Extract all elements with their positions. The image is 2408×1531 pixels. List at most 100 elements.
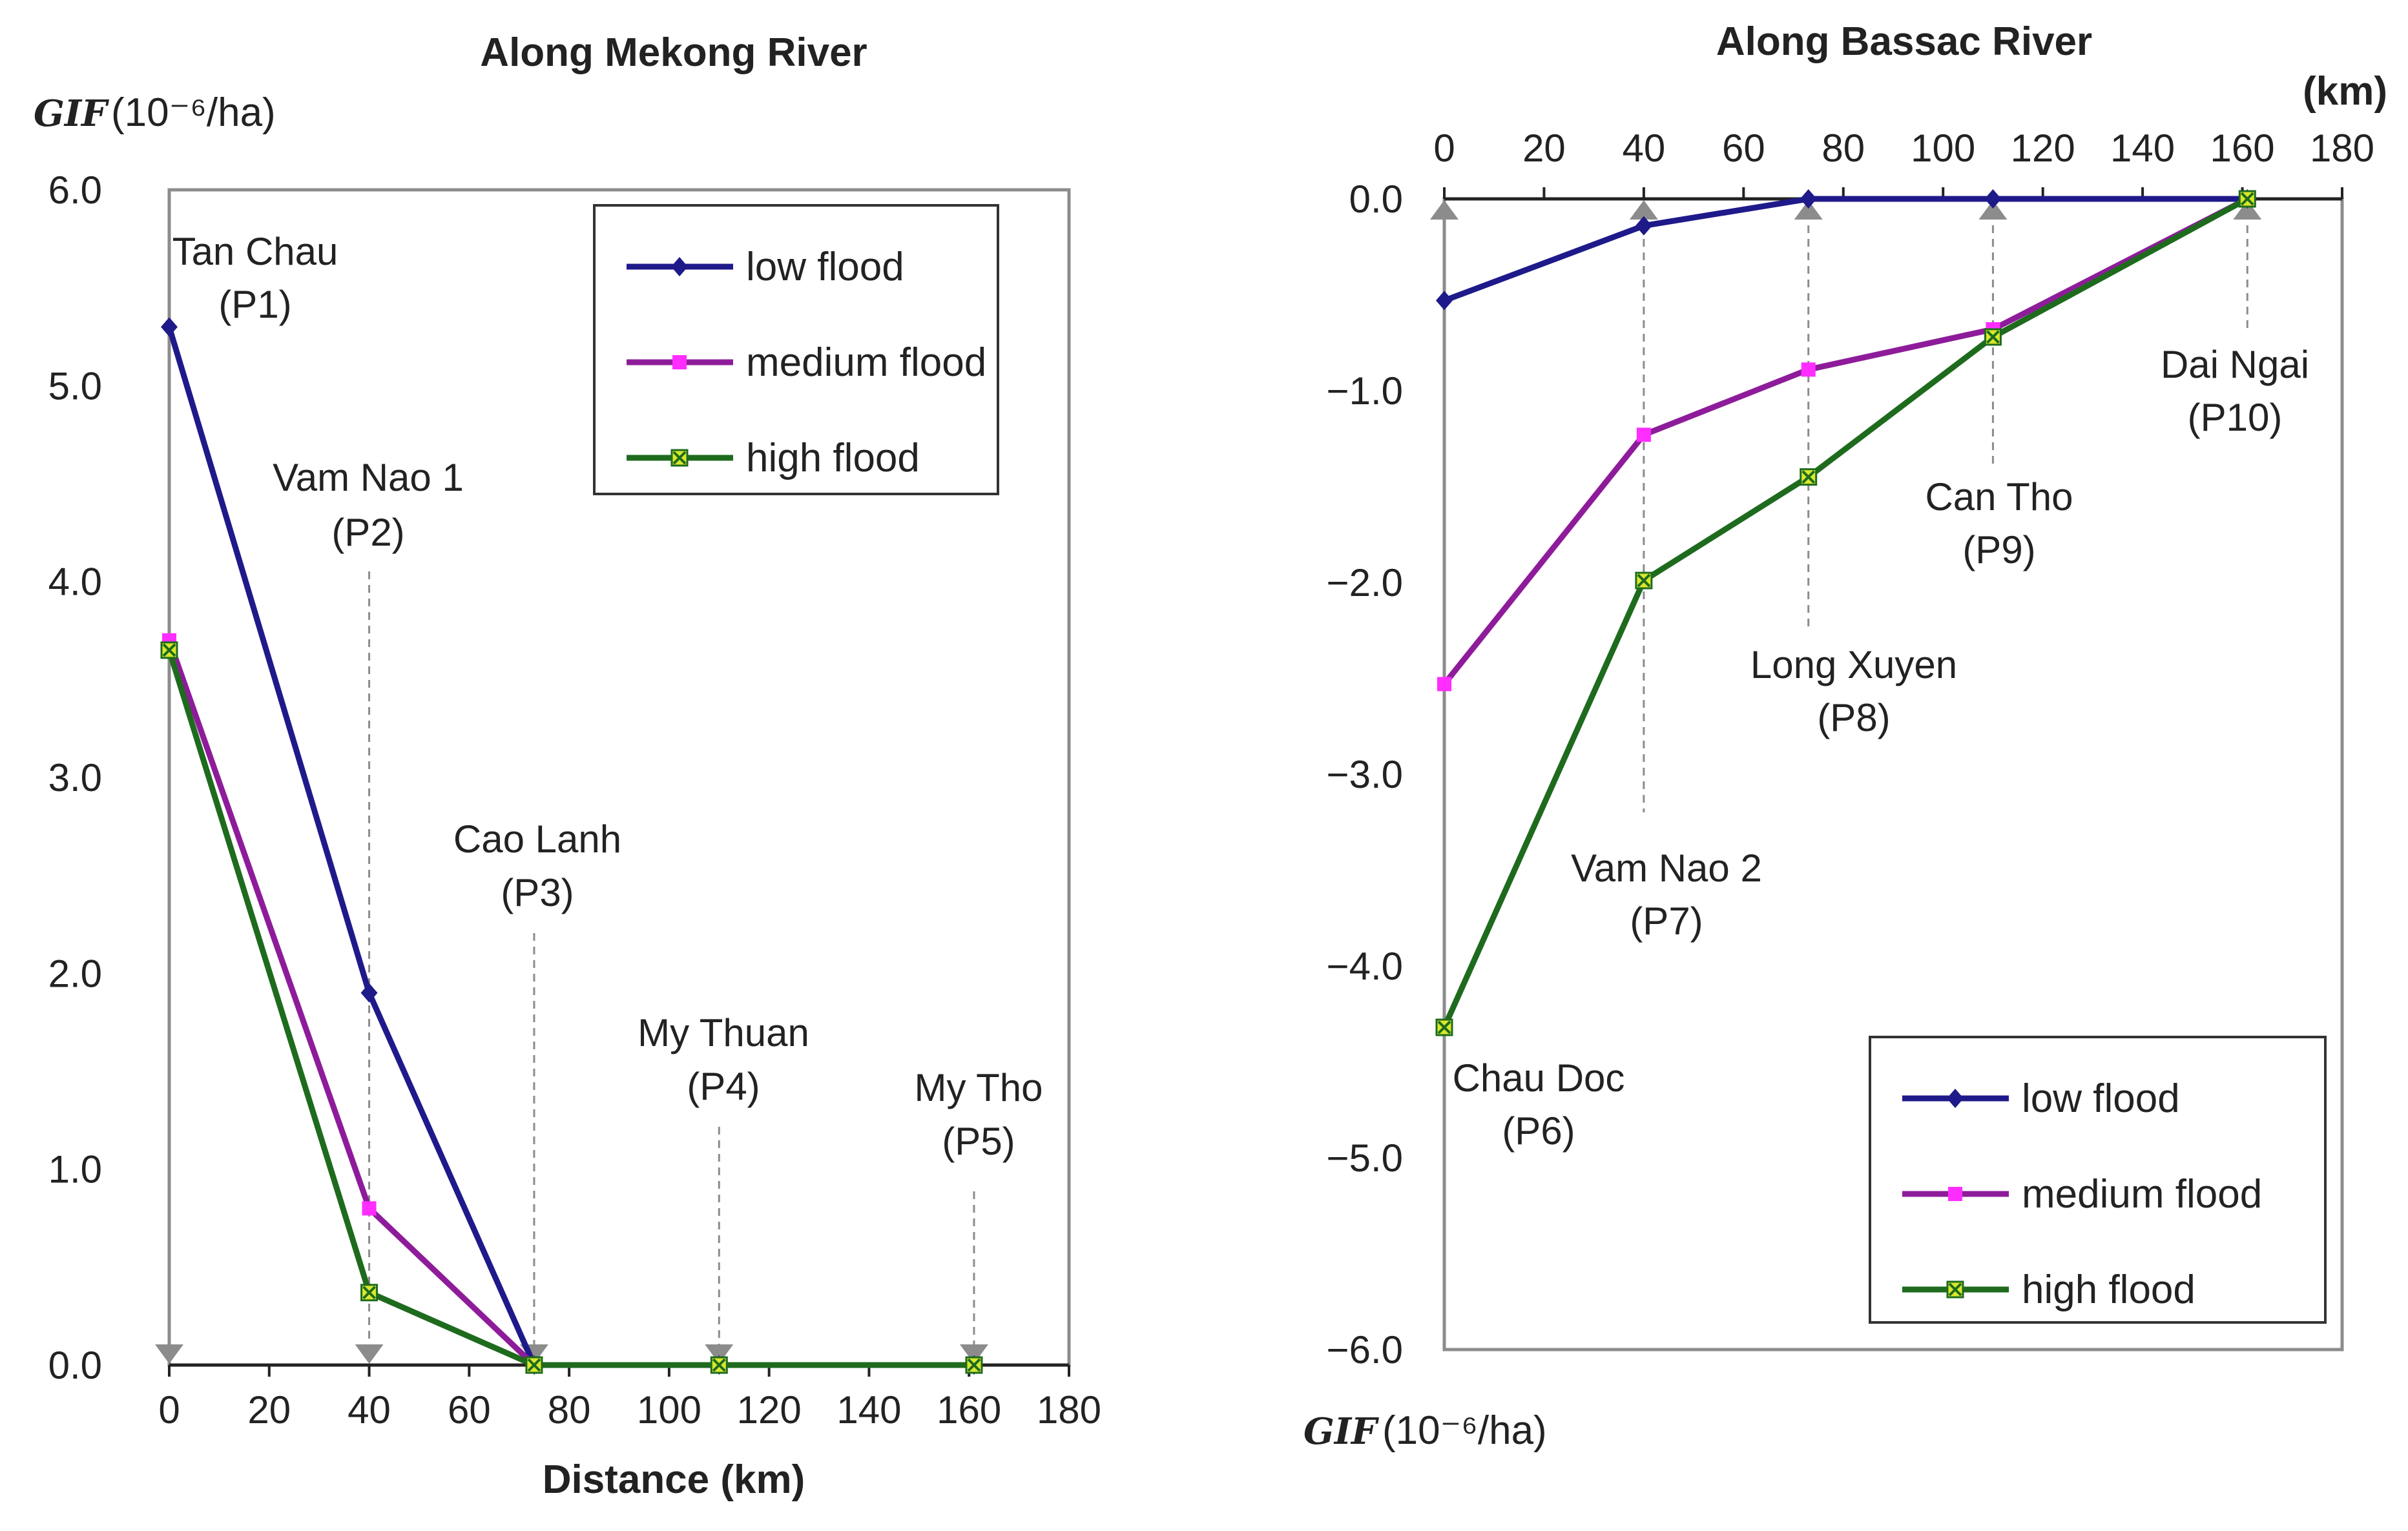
series-line-1	[1442, 196, 2249, 686]
data-point-2-cross	[2240, 192, 2254, 206]
x-tick-label: 60	[448, 1388, 491, 1432]
x-axis-label: (km)	[2303, 69, 2387, 114]
data-point-2-cross	[1637, 573, 1651, 588]
x-tick-label: 140	[836, 1388, 901, 1432]
y-tick-label: −2.0	[1327, 561, 1403, 604]
data-point-2-cross	[712, 1358, 726, 1372]
data-point-2-cross	[162, 643, 176, 657]
station-arrow-icon	[1430, 200, 1458, 220]
station-name: Long Xuyen	[1750, 643, 1957, 686]
station-name: Vam Nao 2	[1571, 847, 1762, 890]
station-arrow-icon	[155, 1344, 183, 1364]
series-line-0	[1443, 196, 2248, 303]
data-point-2-cross	[527, 1358, 541, 1372]
station-id: (P3)	[501, 871, 574, 914]
y-tick-label: 5.0	[48, 364, 102, 407]
data-point-2-cross	[1801, 470, 1816, 484]
x-tick-label: 0	[158, 1388, 180, 1432]
legend-box	[1869, 1036, 2327, 1324]
station-id: (P9)	[1962, 528, 2035, 571]
station-id: (P5)	[942, 1120, 1015, 1163]
station-name: Can Tho	[1925, 475, 2073, 519]
legend-label-1: medium flood	[2022, 1172, 2262, 1217]
station-name: Vam Nao 1	[273, 456, 464, 499]
data-point-2-cross	[1986, 330, 2000, 344]
data-point-0	[1635, 216, 1652, 236]
x-tick-label: 40	[1623, 127, 1666, 170]
series-line-2	[1441, 196, 2249, 1029]
chart-title: Along Mekong River	[480, 30, 867, 75]
data-point-2-cross	[1437, 1020, 1451, 1034]
data-point-2-cross	[967, 1358, 981, 1372]
y-tick-label: 4.0	[48, 560, 102, 604]
data-point-1	[1437, 677, 1451, 692]
station-id: (P6)	[1502, 1109, 1575, 1153]
x-tick-label: 180	[1037, 1388, 1101, 1432]
x-tick-label: 40	[348, 1388, 391, 1432]
legend-label-0: low flood	[2022, 1076, 2180, 1121]
x-tick-label: 60	[1722, 127, 1765, 170]
legend-marker-1	[1948, 1187, 1962, 1201]
station-name: Dai Ngai	[2161, 343, 2309, 386]
station-id: (P4)	[687, 1065, 760, 1108]
y-tick-label: 6.0	[48, 169, 102, 212]
data-point-0	[360, 983, 378, 1003]
y-tick-label: 3.0	[48, 756, 102, 799]
x-tick-label: 140	[2110, 127, 2175, 170]
station-name: Chau Doc	[1453, 1056, 1625, 1100]
y-tick-label: −6.0	[1327, 1328, 1403, 1372]
x-tick-label: 180	[2310, 127, 2374, 170]
x-tick-label: 20	[247, 1388, 291, 1432]
data-point-0	[1436, 291, 1453, 311]
legend-marker-1	[672, 355, 687, 369]
data-point-1	[1636, 427, 1651, 442]
legend-marker-0	[671, 257, 688, 276]
y-tick-label: −1.0	[1327, 369, 1403, 413]
x-tick-label: 80	[548, 1388, 591, 1432]
data-point-2-cross	[362, 1286, 376, 1300]
data-point-0	[1800, 189, 1817, 209]
y-tick-label: 0.0	[48, 1344, 102, 1387]
bassac-chart: Along Bassac River (km) 0 20 40 60 80 100 120 140…	[1303, 19, 2387, 1453]
legend-marker-2-cross	[1948, 1282, 1962, 1297]
station-name: My Tho	[915, 1066, 1043, 1109]
x-tick-label: 100	[637, 1388, 701, 1432]
x-tick-label: 0	[1433, 127, 1455, 170]
y-tick-label: −5.0	[1327, 1136, 1403, 1180]
y-tick-label: −3.0	[1327, 753, 1403, 796]
station-id: (P8)	[1817, 696, 1890, 739]
x-tick-label: 160	[2210, 127, 2275, 170]
chart-title: Along Bassac River	[1716, 19, 2092, 64]
x-tick-label: 20	[1522, 127, 1566, 170]
data-point-0	[1984, 189, 2002, 209]
y-axis-label-gif: GIF	[1303, 1410, 1380, 1453]
station-id: (P2)	[331, 511, 404, 554]
legend-label-0: low flood	[746, 245, 904, 289]
y-tick-label: −4.0	[1327, 945, 1403, 988]
y-axis-label-gif: GIF	[34, 92, 110, 135]
mekong-chart: Along Mekong River GIF (10⁻⁶/ha) 0.0 1.0 2.0 3…	[34, 30, 1101, 1502]
x-tick-label: 120	[737, 1388, 802, 1432]
y-axis-label-unit: (10⁻⁶/ha)	[111, 90, 276, 135]
station-arrow-icon	[2233, 200, 2262, 220]
station-arrow-icon	[705, 1344, 734, 1364]
data-point-0	[161, 317, 178, 337]
series-line-2	[166, 649, 974, 1368]
data-point-1	[1801, 362, 1816, 377]
station-name: Tan Chau	[172, 230, 338, 273]
station-name: Cao Lanh	[453, 817, 621, 861]
legend-box	[593, 204, 999, 495]
legend-label-1: medium flood	[746, 340, 986, 385]
x-axis-label: Distance (km)	[543, 1457, 805, 1502]
data-point-1	[362, 1201, 377, 1216]
station-id: (P7)	[1630, 899, 1703, 943]
station-arrow-icon	[1794, 200, 1823, 220]
y-tick-label: 1.0	[48, 1148, 102, 1191]
station-arrow-icon	[1978, 200, 2008, 220]
station-id: (P1)	[218, 283, 291, 326]
legend-marker-0	[1947, 1089, 1964, 1108]
legend-marker-2-cross	[672, 451, 687, 465]
station-arrow-icon	[1629, 200, 1658, 220]
legend-label-2: high flood	[2022, 1268, 2195, 1312]
